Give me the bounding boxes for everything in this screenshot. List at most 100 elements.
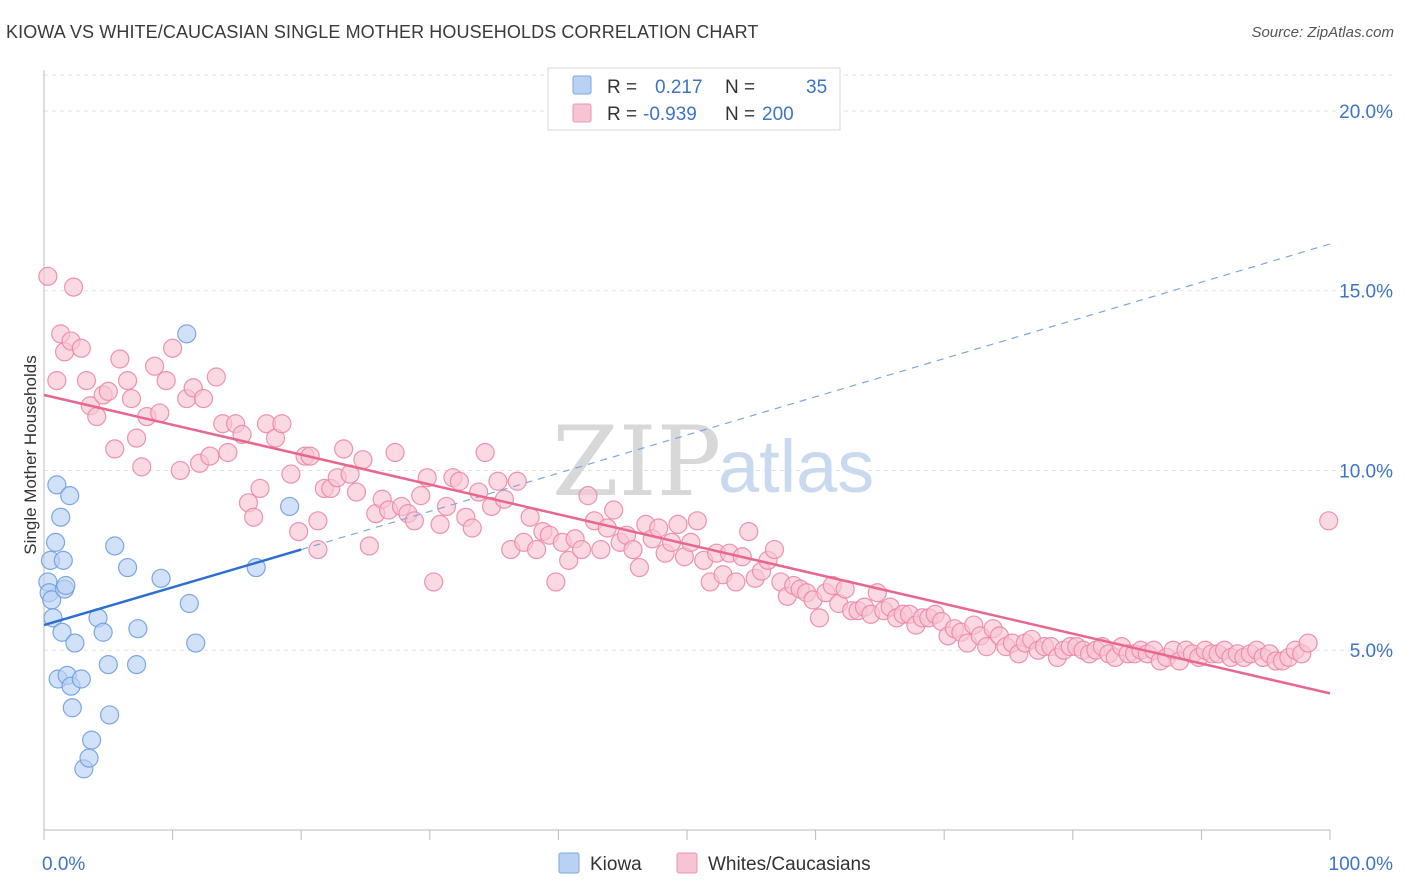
data-point [60, 486, 80, 506]
y-tick-label: 15.0% [1339, 282, 1393, 303]
data-point [128, 619, 148, 639]
data-point [424, 572, 444, 592]
y-tick-label: 5.0% [1350, 641, 1393, 662]
data-point [71, 338, 91, 358]
data-point [289, 521, 309, 542]
x-tick-label: 0.0% [42, 854, 85, 875]
data-point [126, 428, 147, 448]
data-point [436, 496, 457, 517]
data-point [604, 500, 624, 520]
data-point [179, 593, 199, 614]
data-point [93, 622, 113, 642]
data-point [76, 370, 97, 391]
data-point [346, 482, 367, 502]
data-point [117, 370, 138, 391]
series-legend: Kiowa Whites/Caucasians [558, 852, 871, 875]
trend-line-kiowa-extension [301, 243, 1331, 551]
data-point [51, 507, 71, 527]
data-point [591, 539, 611, 560]
axes [43, 70, 1331, 840]
data-point [308, 511, 328, 531]
data-point [79, 748, 99, 768]
data-point [144, 356, 165, 376]
legend-r-value-kiowa: 0.217 [655, 77, 703, 98]
bottom-legend-label-whites: Whites/Caucasians [708, 854, 871, 875]
legend-r-label-whites: R = [607, 104, 637, 125]
data-point [250, 478, 270, 499]
data-point [156, 370, 176, 391]
data-point [1319, 511, 1339, 531]
data-point [98, 381, 118, 401]
data-point [126, 655, 147, 675]
data-point [200, 446, 220, 466]
watermark-zip: ZIP [552, 406, 721, 518]
data-point [45, 532, 66, 552]
data-point [726, 572, 746, 592]
data-point [462, 518, 482, 538]
legend-r-label-kiowa: R = [607, 77, 637, 98]
data-point [359, 536, 379, 556]
data-point [668, 514, 688, 535]
bottom-legend-swatch-whites [676, 852, 698, 874]
trend-line-kiowa [43, 548, 302, 627]
data-point [546, 572, 566, 592]
data-point [47, 370, 67, 391]
data-point [475, 442, 495, 463]
chart-title: KIOWA VS WHITE/CAUCASIAN SINGLE MOTHER H… [6, 22, 759, 42]
data-point [105, 439, 125, 459]
data-point [62, 698, 82, 718]
series-whites-caucasians [38, 266, 1339, 671]
data-point [1298, 633, 1318, 653]
y-tick-label: 20.0% [1339, 102, 1393, 123]
trend-line-whites [43, 393, 1331, 695]
data-point [649, 518, 669, 538]
data-point [353, 450, 373, 470]
legend-r-value-whites: -0.939 [643, 104, 697, 125]
trend-lines [43, 243, 1331, 695]
data-point [411, 486, 431, 506]
data-point [449, 471, 469, 491]
data-point [218, 442, 238, 463]
data-point [163, 338, 183, 358]
data-point [47, 475, 67, 495]
data-point [385, 442, 405, 463]
data-point [430, 514, 450, 535]
data-point [571, 539, 592, 560]
data-point [334, 439, 354, 459]
legend-n-value-kiowa: 35 [806, 77, 827, 98]
x-tick-labels: 0.0% 100.0% [42, 854, 1393, 875]
data-point [53, 550, 73, 570]
data-point [977, 637, 997, 657]
data-point [809, 608, 830, 628]
source-label: Source: ZipAtlas.com [1251, 24, 1394, 41]
data-point [151, 568, 171, 588]
data-point [87, 406, 107, 427]
bottom-legend-swatch-kiowa [558, 852, 580, 874]
data-point [132, 457, 152, 477]
legend-n-label-kiowa: N = [725, 77, 755, 98]
data-point [739, 521, 759, 542]
data-point [99, 705, 120, 725]
data-point [110, 349, 130, 369]
series-kiowa [38, 324, 300, 779]
data-point [687, 511, 707, 531]
y-tick-label: 10.0% [1339, 461, 1393, 482]
data-point [81, 730, 102, 750]
x-tick-label: 100.0% [1329, 854, 1394, 875]
legend-swatch-kiowa [572, 75, 592, 95]
data-point [404, 511, 424, 531]
data-point [520, 507, 540, 527]
data-point [186, 633, 206, 653]
data-point [281, 464, 301, 484]
data-point [559, 550, 579, 570]
data-point [507, 471, 527, 491]
data-point [177, 324, 197, 344]
watermark: ZIP atlas [552, 406, 874, 518]
watermark-atlas: atlas [718, 425, 874, 508]
legend-swatch-whites [572, 103, 592, 123]
data-point [98, 655, 118, 675]
data-point [629, 557, 650, 578]
data-point [170, 460, 190, 481]
y-axis-title: Single Mother Households [21, 355, 40, 554]
